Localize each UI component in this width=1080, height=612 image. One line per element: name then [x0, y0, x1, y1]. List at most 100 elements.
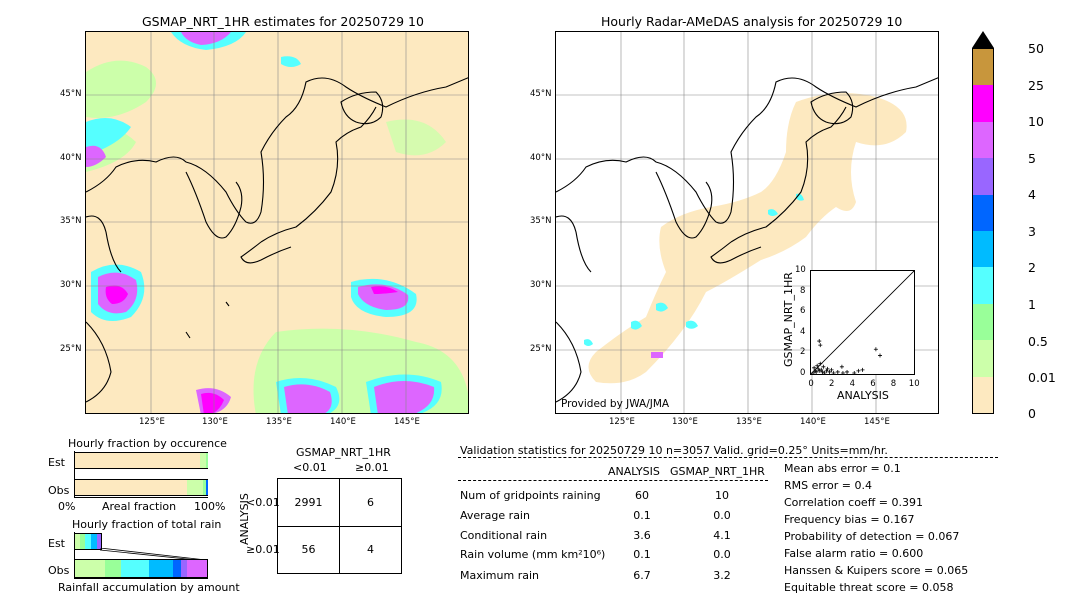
left-map — [85, 31, 469, 414]
scatter-point — [878, 353, 883, 358]
scatter-x-tick: 10 — [908, 379, 920, 389]
colorbar-segment — [973, 340, 993, 377]
scatter-point — [825, 366, 830, 371]
left-lon-label: 145°E — [394, 417, 420, 427]
contingency-col-label: ≥0.01 — [355, 461, 389, 474]
validation-row-label: Maximum rain — [460, 569, 539, 582]
score-pod: Probability of detection = 0.067 — [784, 530, 960, 543]
validation-row-label: Conditional rain — [460, 529, 548, 542]
right-lat-label: 40°N — [530, 153, 552, 163]
validation-col-gsmap: GSMAP_NRT_1HR — [670, 465, 765, 478]
occurrence-axis-mid: Areal fraction — [102, 500, 177, 513]
total-rain-axis-label: Rainfall accumulation by amount — [58, 581, 240, 594]
score-mae: Mean abs error = 0.1 — [784, 462, 901, 475]
right-map-svg — [556, 32, 938, 413]
right-map: Provided by JWA/JMA — [555, 31, 939, 414]
total-rain-title: Hourly fraction of total rain — [72, 518, 222, 531]
colorbar-label: 0 — [1028, 406, 1036, 421]
scatter-x-tick: 2 — [829, 379, 835, 389]
validation-row-gsmap: 10 — [715, 489, 729, 502]
left-lon-label: 135°E — [266, 417, 292, 427]
validation-col-analysis: ANALYSIS — [608, 465, 660, 478]
scatter-y-tick: 0 — [800, 368, 806, 378]
scatter-point — [815, 363, 820, 368]
validation-row-gsmap: 4.1 — [713, 529, 731, 542]
scatter-y-tick: 6 — [800, 306, 806, 317]
scatter-point — [818, 361, 823, 366]
right-lat-label: 45°N — [530, 89, 552, 99]
validation-row-label: Average rain — [460, 509, 530, 522]
left-lat-label: 30°N — [60, 280, 82, 290]
scatter-x-tick: 4 — [849, 379, 856, 389]
scatter-point — [852, 370, 857, 375]
colorbar-segment — [973, 303, 993, 341]
left-lat-label: 40°N — [60, 153, 82, 163]
scatter-point — [845, 369, 850, 374]
contingency-row-label: <0.01 — [246, 496, 280, 509]
scatter-point — [820, 369, 825, 374]
scatter-svg — [810, 270, 915, 375]
colorbar-segment — [973, 158, 993, 195]
validation-divider-2 — [458, 480, 768, 481]
contingency-title: GSMAP_NRT_1HR — [296, 446, 391, 459]
scatter-y-tick: 10 — [795, 265, 806, 275]
validation-row-analysis: 60 — [635, 489, 649, 502]
scatter-point — [829, 367, 834, 372]
left-lat-label: 45°N — [60, 89, 82, 99]
total-rain-bar-est — [74, 533, 102, 550]
left-lon-label: 125°E — [139, 417, 165, 427]
colorbar-label: 4 — [1028, 187, 1036, 202]
right-lat-label: 30°N — [530, 280, 552, 290]
map-credit: Provided by JWA/JMA — [561, 398, 670, 410]
left-map-svg — [86, 32, 468, 413]
scatter-point — [835, 369, 840, 374]
scatter-point — [817, 339, 822, 344]
scatter-point — [827, 369, 832, 374]
colorbar-segment — [973, 376, 993, 413]
colorbar — [972, 48, 994, 414]
score-rmse: RMS error = 0.4 — [784, 479, 872, 492]
validation-row-gsmap: 0.0 — [713, 548, 731, 561]
score-hk: Hanssen & Kuipers score = 0.065 — [784, 564, 969, 577]
colorbar-label: 2 — [1028, 260, 1036, 275]
score-frequency-bias: Frequency bias = 0.167 — [784, 513, 915, 526]
validation-row-label: Rain volume (mm km²10⁶) — [460, 548, 606, 561]
left-lat-label: 35°N — [60, 216, 82, 226]
validation-row-label: Num of gridpoints raining — [460, 489, 601, 502]
scatter-y-tick: 8 — [800, 285, 806, 296]
contingency-cell: 4 — [367, 543, 374, 556]
right-lon-label: 140°E — [800, 417, 826, 427]
total-rain-axes — [74, 532, 208, 579]
validation-row-gsmap: 0.0 — [713, 509, 731, 522]
occurrence-row-obs: Obs — [48, 484, 70, 497]
validation-row-analysis: 3.6 — [633, 529, 651, 542]
right-lat-label: 25°N — [530, 344, 552, 354]
scatter-point — [818, 343, 823, 348]
scatter-x-tick: 0 — [808, 379, 814, 389]
scatter-point — [860, 367, 865, 372]
occurrence-title: Hourly fraction by occurence — [68, 437, 227, 450]
occurrence-axis-left: 0% — [58, 500, 76, 513]
colorbar-segment — [973, 194, 993, 231]
score-ets: Equitable threat score = 0.058 — [784, 581, 954, 594]
colorbar-label: 25 — [1028, 78, 1044, 93]
contingency-row-label: ≥0.01 — [246, 543, 280, 556]
validation-row-analysis: 0.1 — [633, 509, 651, 522]
contingency-table: 2991 6 56 4 — [277, 478, 402, 574]
contingency-cell: 56 — [301, 543, 316, 556]
total-rain-row-est: Est — [48, 537, 65, 550]
scatter-point — [840, 370, 845, 375]
colorbar-label: 3 — [1028, 224, 1036, 239]
score-correlation: Correlation coeff = 0.391 — [784, 496, 923, 509]
left-map-title: GSMAP_NRT_1HR estimates for 20250729 10 — [142, 14, 424, 29]
scatter-point — [831, 370, 836, 375]
scatter-point — [824, 368, 829, 373]
scatter-point — [821, 364, 826, 369]
occurrence-row-est: Est — [48, 456, 65, 469]
colorbar-label: 1 — [1028, 297, 1036, 312]
validation-row-gsmap: 3.2 — [713, 569, 731, 582]
right-lon-label: 135°E — [736, 417, 762, 427]
colorbar-label: 10 — [1028, 114, 1044, 129]
scatter-x-tick: 8 — [890, 379, 897, 389]
scatter-xlabel: ANALYSIS — [837, 389, 889, 402]
